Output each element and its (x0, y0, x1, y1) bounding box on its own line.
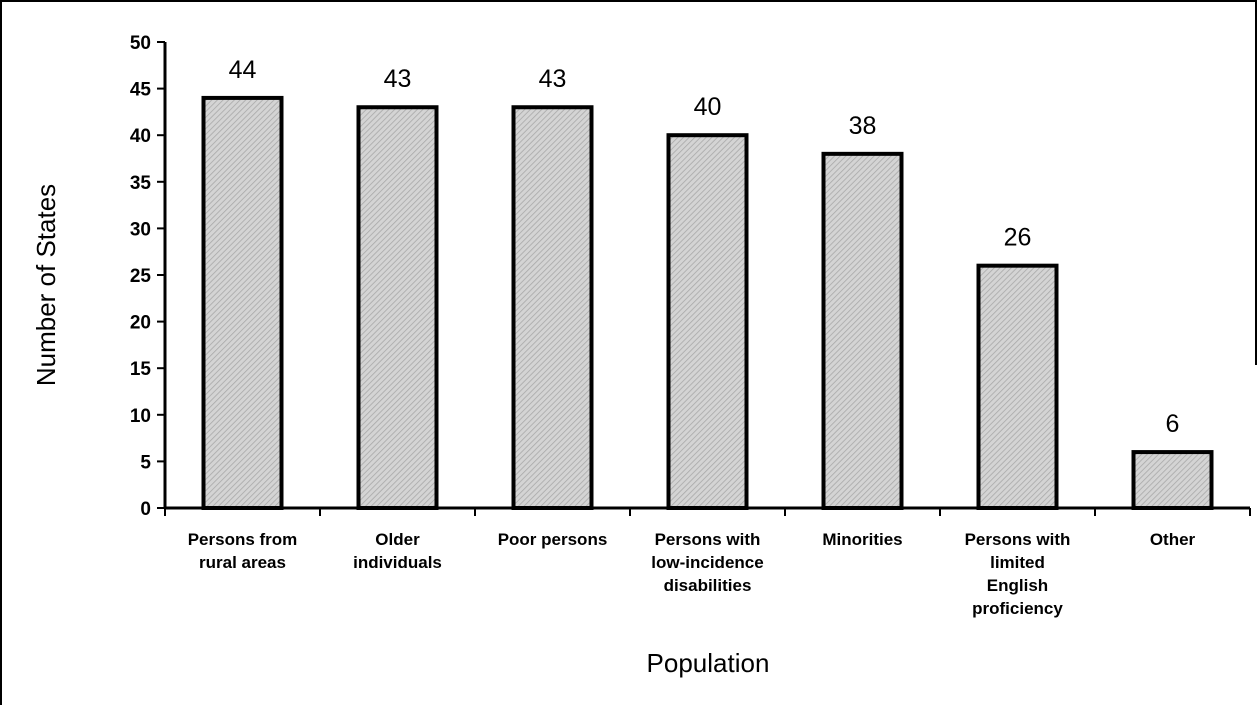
y-tick-label: 5 (140, 452, 151, 473)
y-tick-label: 45 (130, 80, 152, 101)
bar (821, 151, 904, 510)
y-tick-label: 0 (140, 499, 151, 520)
bar-value-label: 44 (229, 56, 257, 84)
value-labels: 44 43 43 40 38 26 6 (229, 56, 1180, 438)
x-category-labels: Persons from rural areas Older individuals P… (188, 530, 1196, 618)
bar-value-label: 6 (1166, 410, 1180, 438)
bars-layer (201, 95, 1214, 511)
bar-value-label: 38 (849, 112, 877, 140)
category-label: Persons with limited English proficiency (965, 530, 1071, 618)
category-label: Poor persons (498, 530, 608, 549)
y-tick-label: 20 (130, 313, 151, 334)
category-label: Other (1150, 530, 1196, 549)
y-ticks: 0 5 10 15 20 25 30 35 40 45 50 (130, 33, 1251, 520)
bar (511, 105, 594, 511)
bar-value-label: 40 (694, 93, 722, 121)
bar (356, 105, 439, 511)
category-label: Persons with low-incidence disabilities (651, 530, 763, 595)
y-tick-label: 50 (130, 33, 151, 54)
y-tick-label: 25 (130, 266, 152, 287)
category-label: Persons from rural areas (188, 530, 298, 572)
y-tick-label: 40 (130, 126, 151, 147)
bar-value-label: 43 (539, 65, 567, 93)
y-tick-label: 10 (130, 406, 151, 427)
bar (1131, 450, 1214, 510)
x-axis-title: Population (647, 648, 770, 678)
bar (976, 263, 1059, 510)
category-label: Older individuals (353, 530, 442, 572)
bar-value-label: 43 (384, 65, 412, 93)
category-label: Minorities (822, 530, 902, 549)
bar (201, 95, 284, 510)
bar (666, 133, 749, 510)
y-axis-title: Number of States (31, 184, 61, 386)
y-tick-label: 35 (130, 173, 152, 194)
bar-value-label: 26 (1004, 224, 1032, 252)
y-tick-label: 15 (130, 359, 152, 380)
y-tick-label: 30 (130, 219, 151, 240)
